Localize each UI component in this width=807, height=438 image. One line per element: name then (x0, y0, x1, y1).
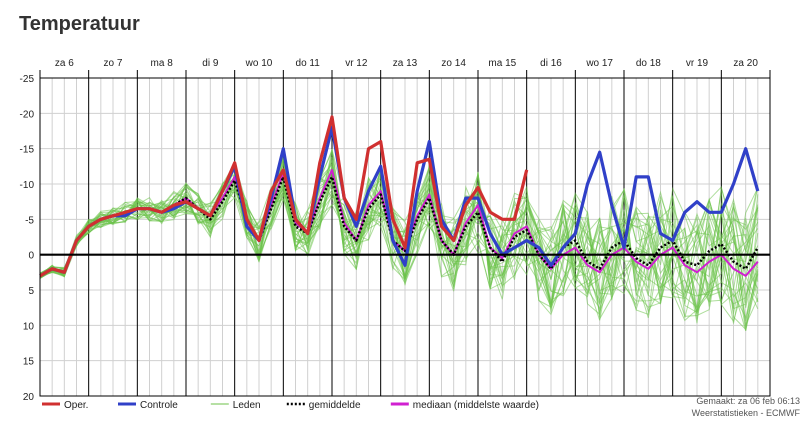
x-tick-label: zo 7 (104, 58, 123, 69)
y-tick-label: 0 (28, 251, 34, 262)
member-line (39, 157, 759, 311)
y-tick-label: 10 (23, 321, 35, 332)
x-tick-label: za 20 (733, 58, 758, 69)
legend-label-controle: Controle (140, 400, 178, 411)
series-line-gemiddelde (39, 175, 759, 277)
footer-source: Weerstatistieken - ECMWF (692, 408, 801, 418)
member-line (39, 167, 759, 308)
axis-layer: za 6 zo 7 ma 8 di 9 wo 10 do 11 vr 12 za 13 zo 1… (20, 58, 771, 403)
x-tick-label: za 13 (393, 58, 418, 69)
footer: Gemaakt: za 06 feb 06:13 Weerstatistieke… (692, 396, 801, 418)
x-tick-label: ma 8 (151, 58, 174, 69)
x-tick-label: di 9 (202, 58, 219, 69)
x-tick-label: do 18 (636, 58, 661, 69)
y-tick-label: -25 (20, 74, 35, 85)
x-tick-label: vr 12 (345, 58, 368, 69)
y-tick-label: -20 (20, 109, 35, 120)
member-line (39, 167, 759, 327)
member-line (39, 178, 759, 309)
footer-made: Gemaakt: za 06 feb 06:13 (696, 396, 800, 406)
legend-label-oper: Oper. (64, 400, 88, 411)
y-tick-label: -5 (25, 215, 34, 226)
member-line (39, 165, 759, 328)
legend: Oper. Controle Leden gemiddelde mediaan (mid… (42, 400, 539, 411)
plot-frame (39, 77, 771, 397)
x-tick-label: ma 15 (488, 58, 516, 69)
x-tick-label: di 16 (540, 58, 562, 69)
y-tick-label: 20 (23, 392, 35, 403)
legend-label-gemiddelde: gemiddelde (309, 400, 361, 411)
legend-label-mediaan: mediaan (middelste waarde) (413, 400, 539, 411)
series-layer (39, 115, 760, 278)
y-tick-label: 5 (28, 286, 34, 297)
legend-label-leden: Leden (233, 400, 261, 411)
y-tick-label: 15 (23, 357, 35, 368)
x-tick-label: za 6 (55, 58, 74, 69)
x-tick-label: do 11 (296, 58, 321, 69)
x-tick-label: wo 17 (585, 58, 613, 69)
series-line-oper (39, 115, 529, 278)
y-tick-label: -10 (20, 180, 35, 191)
page-title: Temperatuur (19, 13, 140, 35)
x-tick-label: vr 19 (686, 58, 709, 69)
y-tick-label: -15 (20, 145, 35, 156)
x-tick-label: wo 10 (245, 58, 273, 69)
x-tick-label: zo 14 (441, 58, 466, 69)
member-line (39, 159, 759, 321)
